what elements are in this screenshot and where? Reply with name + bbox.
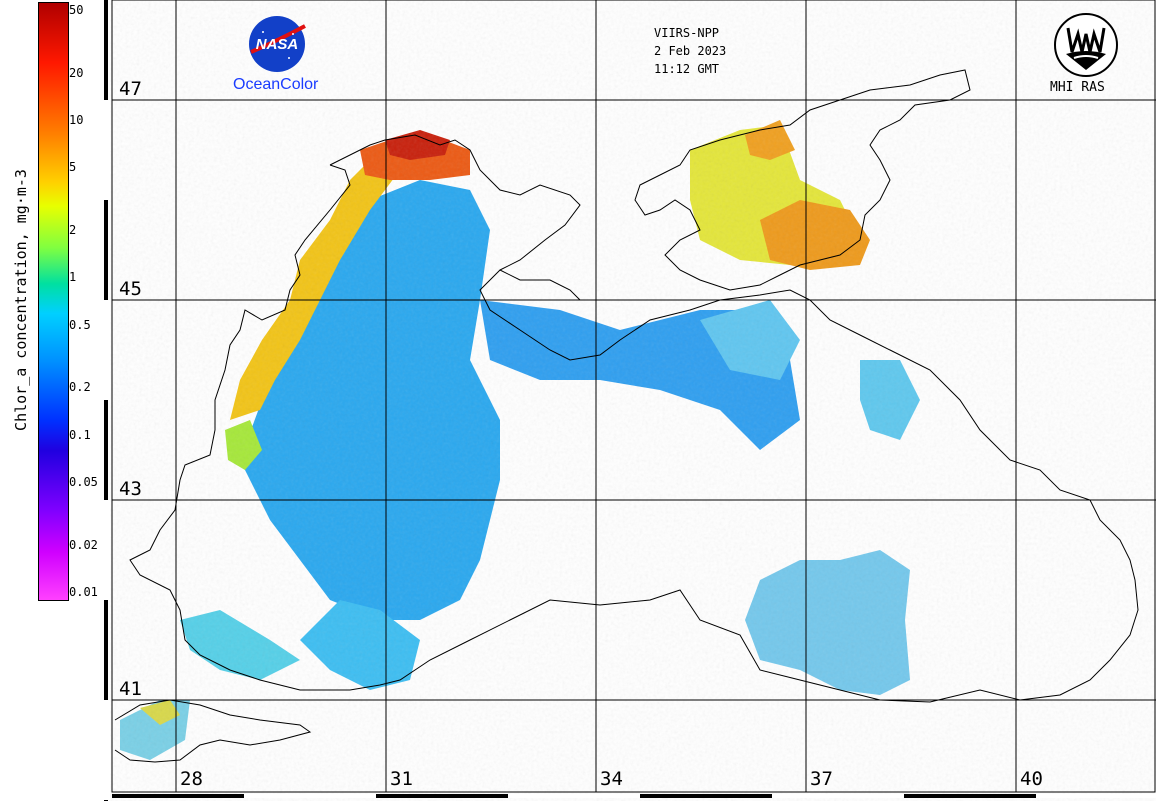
lon-label-34: 34 bbox=[600, 768, 623, 790]
west-shelf-blue bbox=[240, 180, 500, 620]
oceancolor-caption: OceanColor bbox=[233, 76, 319, 93]
colorbar-tick-label: 0.2 bbox=[69, 380, 91, 395]
lat-label-47: 47 bbox=[119, 78, 142, 100]
colorbar-tick-label: 0.5 bbox=[69, 317, 91, 332]
graticule bbox=[111, 0, 1156, 793]
acquisition-time: 11:12 GMT bbox=[654, 62, 720, 76]
colorbar-tick-label: 0.02 bbox=[69, 537, 98, 552]
nasa-wordmark: NASA bbox=[256, 36, 299, 53]
map-frame bbox=[111, 0, 1156, 793]
colorbar-tick-label: 1 bbox=[69, 270, 77, 285]
east-cyan bbox=[745, 550, 910, 695]
bottom-scale-ruler bbox=[112, 794, 1156, 798]
colorbar-tick-label: 0.1 bbox=[69, 427, 91, 442]
lat-label-45: 45 bbox=[119, 278, 142, 300]
colorbar-tick-label: 0.01 bbox=[69, 585, 98, 599]
chlorophyll-colorbar bbox=[38, 2, 69, 601]
colorbar-tick-label: 10 bbox=[69, 112, 84, 127]
colorbar-tick-label: 2 bbox=[69, 222, 77, 237]
colorbar-tick-label: 5 bbox=[69, 160, 77, 175]
chlorophyll-layer bbox=[120, 120, 920, 760]
lat-label-43: 43 bbox=[119, 478, 142, 500]
mhi-ras-caption: MHI RAS bbox=[1050, 80, 1105, 95]
colorbar-tick-label: 0.05 bbox=[69, 475, 98, 490]
west-shelf-cyan-south bbox=[180, 610, 300, 680]
acquisition-date: 2 Feb 2023 bbox=[654, 44, 727, 58]
lon-label-28: 28 bbox=[180, 768, 203, 790]
mhi-ras-logo-icon bbox=[1054, 13, 1118, 77]
bosphorus-coast bbox=[114, 699, 312, 763]
lon-label-40: 40 bbox=[1020, 768, 1043, 790]
lat-label-41: 41 bbox=[119, 678, 142, 700]
azov-coastline bbox=[634, 69, 971, 291]
coastline bbox=[114, 69, 1139, 763]
lon-label-31: 31 bbox=[390, 768, 413, 790]
colorbar-tick-label: 50 bbox=[69, 3, 84, 17]
colorbar-tick-label: 20 bbox=[69, 65, 84, 80]
se-cyan bbox=[860, 360, 920, 440]
lon-label-37: 37 bbox=[810, 768, 833, 790]
black-sea-coastline bbox=[129, 164, 1139, 703]
sensor-name: VIIRS-NPP bbox=[654, 26, 720, 40]
nw-bay-coast bbox=[329, 134, 581, 271]
nasa-logo-icon: NASA bbox=[249, 16, 306, 72]
left-scale-ruler bbox=[104, 0, 108, 801]
satellite-info: VIIRS-NPP 2 Feb 2023 11:12 GMT bbox=[654, 24, 726, 78]
